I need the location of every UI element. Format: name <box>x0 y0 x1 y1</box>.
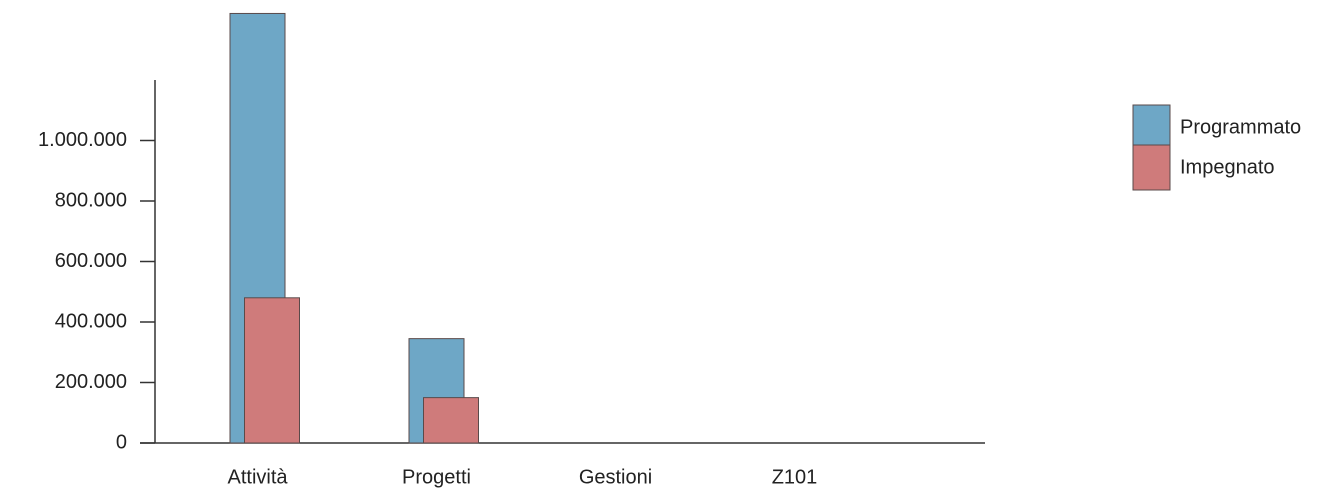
bar <box>423 397 479 444</box>
y-tick-label: 1.000.000 <box>38 129 127 151</box>
y-tick-label: 400.000 <box>55 310 127 332</box>
bar <box>244 297 300 444</box>
x-tick-label: Attività <box>227 466 288 488</box>
legend-label: Programmato <box>1180 116 1301 138</box>
x-tick-label: Gestioni <box>579 466 652 488</box>
x-tick-label: Z101 <box>772 466 818 488</box>
legend-swatch <box>1132 104 1171 151</box>
x-tick-label: Progetti <box>402 466 471 488</box>
y-tick-label: 0 <box>116 431 127 453</box>
legend-label: Impegnato <box>1180 156 1275 178</box>
y-tick-label: 200.000 <box>55 371 127 393</box>
y-tick-label: 600.000 <box>55 250 127 272</box>
y-tick-label: 800.000 <box>55 189 127 211</box>
legend-swatch <box>1132 144 1171 191</box>
